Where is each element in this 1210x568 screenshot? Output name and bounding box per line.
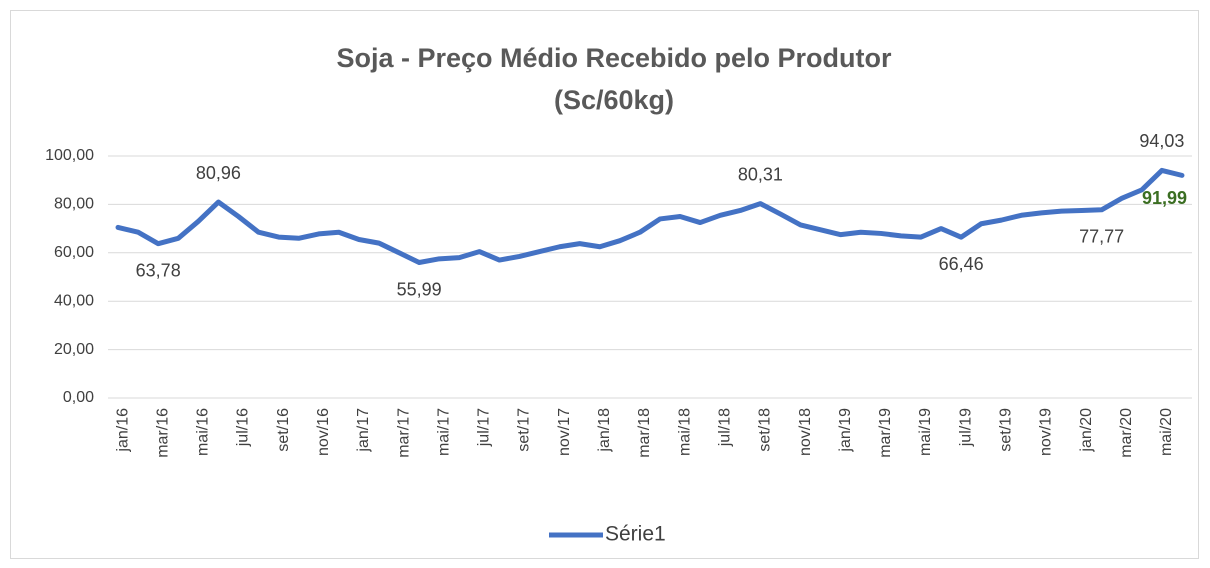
x-tick-label: nov/19 <box>1038 408 1055 456</box>
x-tick-label: mai/18 <box>676 408 693 456</box>
data-label: 80,96 <box>196 163 241 183</box>
x-tick-label: jul/18 <box>716 408 733 447</box>
x-tick-label: jan/16 <box>114 408 131 453</box>
x-tick-label: set/16 <box>275 408 292 452</box>
chart-border <box>10 10 1199 559</box>
y-tick-label: 0,00 <box>63 389 94 406</box>
x-tick-label: mar/20 <box>1118 408 1135 458</box>
x-tick-label: mai/16 <box>195 408 212 456</box>
chart-title: Soja - Preço Médio Recebido pelo Produto… <box>336 43 892 73</box>
x-tick-label: mar/19 <box>877 408 894 458</box>
x-tick-label: mar/17 <box>395 408 412 458</box>
x-tick-label: jul/19 <box>957 408 974 447</box>
x-tick-label: set/19 <box>998 408 1015 452</box>
x-tick-label: jan/20 <box>1078 408 1095 453</box>
x-tick-label: jan/17 <box>355 408 372 453</box>
y-tick-label: 100,00 <box>45 147 94 164</box>
legend-label: Série1 <box>605 523 666 546</box>
x-tick-label: mar/18 <box>636 408 653 458</box>
x-tick-label: jul/16 <box>235 408 252 447</box>
data-label: 66,46 <box>939 254 984 274</box>
data-label: 63,78 <box>136 260 181 280</box>
y-tick-label: 40,00 <box>54 292 94 309</box>
data-label: 94,03 <box>1139 131 1184 151</box>
x-tick-label: nov/18 <box>797 408 814 456</box>
x-tick-label: nov/17 <box>556 408 573 456</box>
data-line <box>115 167 1185 266</box>
data-label: 55,99 <box>397 279 442 299</box>
y-tick-label: 20,00 <box>54 341 94 358</box>
x-tick-label: mai/20 <box>1158 408 1175 456</box>
chart-title: (Sc/60kg) <box>554 85 674 115</box>
data-label: 77,77 <box>1079 227 1124 247</box>
x-tick-label: jan/18 <box>596 408 613 453</box>
x-tick-label: jul/17 <box>476 408 493 447</box>
data-label: 91,99 <box>1142 188 1187 208</box>
x-tick-label: mai/19 <box>917 408 934 456</box>
x-tick-label: mai/17 <box>435 408 452 456</box>
y-tick-label: 80,00 <box>54 196 94 213</box>
data-label: 80,31 <box>738 164 783 184</box>
x-tick-label: set/18 <box>757 408 774 452</box>
y-tick-label: 60,00 <box>54 244 94 261</box>
x-tick-label: mar/16 <box>154 408 171 458</box>
x-tick-label: nov/16 <box>315 408 332 456</box>
x-tick-label: set/17 <box>516 408 533 452</box>
x-tick-label: jan/19 <box>837 408 854 453</box>
